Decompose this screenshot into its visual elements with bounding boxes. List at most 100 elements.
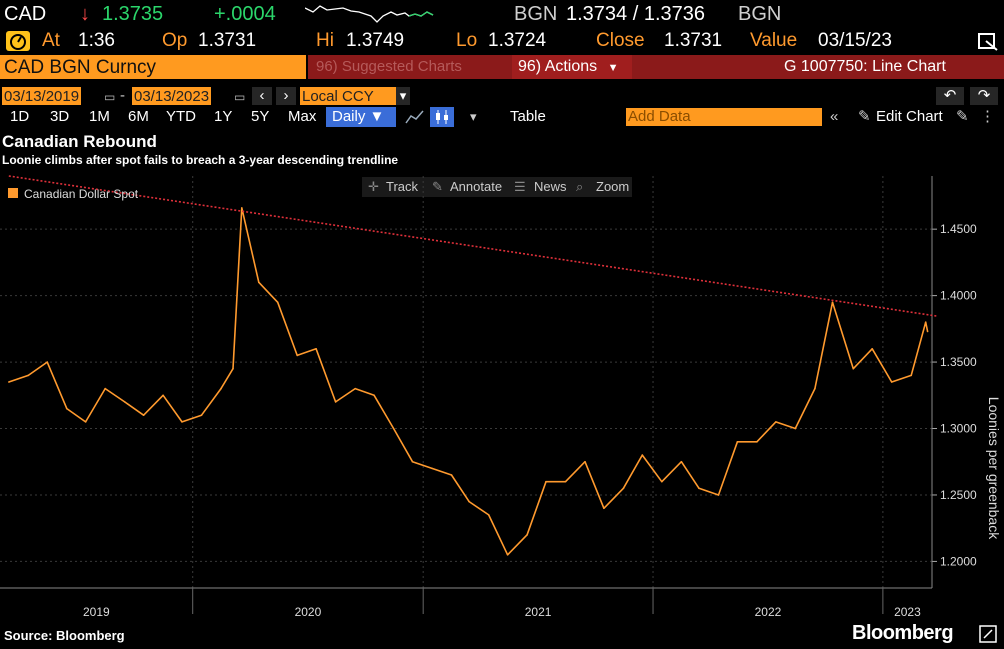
chevron-down-icon[interactable]: ▾	[470, 109, 477, 124]
period-ytd[interactable]: YTD	[166, 108, 196, 125]
actions-label: 96) Actions	[518, 58, 598, 75]
pencil-icon: ✎	[858, 108, 871, 125]
previous-arrow-icon[interactable]: ‹	[252, 87, 272, 105]
y-tick-label: 1.4000	[940, 289, 977, 303]
table-button[interactable]: Table	[510, 108, 546, 125]
data-point	[641, 454, 644, 456]
period-1m[interactable]: 1M	[89, 108, 110, 125]
suggested-charts-button[interactable]: 96) Suggested Charts	[316, 58, 462, 75]
period-6m[interactable]: 6M	[128, 108, 149, 125]
calendar-icon[interactable]: ▭	[104, 90, 116, 104]
undo-icon[interactable]: ↶	[936, 87, 964, 105]
period-3d[interactable]: 3D	[50, 108, 70, 125]
settings-icon[interactable]: ✎	[956, 108, 969, 125]
y-axis: 1.2000 1.2500 1.3000 1.3500 1.4000 1.4500	[931, 176, 977, 588]
data-point	[564, 480, 567, 483]
close-label: Close	[596, 30, 645, 51]
chevron-down-icon[interactable]: ▾	[396, 87, 410, 105]
function-toolbar: CAD BGN Curncy 96) Suggested Charts 96) …	[0, 54, 1004, 80]
security-field[interactable]: CAD BGN Curncy	[0, 55, 306, 79]
ticker-symbol: CAD	[4, 3, 47, 25]
data-point	[392, 427, 395, 430]
end-date-input[interactable]: 03/13/2023	[132, 87, 212, 105]
period-max[interactable]: Max	[288, 108, 317, 125]
data-point	[487, 514, 490, 516]
data-point	[756, 441, 758, 443]
menu-bar	[308, 55, 1004, 79]
data-point	[717, 494, 720, 496]
series-line-0	[8, 207, 929, 556]
data-point	[603, 507, 605, 510]
y-tick-label: 1.4500	[940, 222, 977, 236]
high-label: Hi	[316, 30, 334, 51]
period-5y[interactable]: 5Y	[251, 108, 270, 125]
data-point	[200, 414, 203, 417]
candle-chart-icon[interactable]	[430, 107, 454, 127]
calendar-icon[interactable]: ▭	[234, 90, 246, 104]
data-point	[181, 421, 183, 423]
y-tick-label: 1.2500	[940, 488, 977, 502]
range-separator: -	[120, 87, 125, 104]
legend-swatch	[8, 188, 18, 198]
annotate-icon: ✎	[432, 179, 443, 194]
add-data-input[interactable]: Add Data	[626, 108, 822, 126]
ticker-bar: CAD ↓ 1.3735 +.0004 BGN 1.3734 / 1.3736 …	[0, 0, 1004, 28]
news-button[interactable]: News	[534, 179, 567, 194]
last-price: 1.3735	[102, 3, 164, 25]
period-1y[interactable]: 1Y	[214, 108, 233, 125]
zoom-button[interactable]: Zoom	[596, 179, 630, 194]
currency-select[interactable]: Local CCY	[300, 87, 400, 105]
data-point	[65, 407, 68, 410]
redo-icon[interactable]: ↷	[970, 87, 998, 105]
value-label: Value	[750, 30, 798, 51]
period-1d[interactable]: 1D	[10, 108, 30, 125]
track-button[interactable]: Track	[386, 179, 419, 194]
source-note: Source: Bloomberg	[4, 628, 125, 643]
x-tick-label: 2019	[83, 605, 110, 619]
print-icon[interactable]	[978, 624, 998, 644]
data-point	[258, 281, 260, 284]
data-point	[661, 480, 663, 483]
bloomberg-logo: Bloomberg	[852, 622, 954, 644]
data-point	[8, 381, 10, 383]
legend-label: Canadian Dollar Spot	[24, 187, 139, 201]
gauge-icon[interactable]	[6, 31, 30, 51]
at-label: At	[42, 30, 60, 51]
data-point	[296, 354, 299, 357]
data-point	[241, 207, 243, 209]
data-point	[545, 480, 547, 483]
more-options-icon[interactable]: ⋮	[980, 108, 995, 125]
actions-menu[interactable]: 96) Actions ▼	[512, 55, 632, 79]
data-point	[926, 330, 929, 333]
data-point	[142, 414, 145, 417]
low-value: 1.3724	[488, 30, 547, 51]
next-arrow-icon[interactable]: ›	[276, 87, 296, 105]
data-point	[84, 421, 87, 423]
zoom-icon: ⌕	[576, 179, 584, 194]
edit-chart-button[interactable]: Edit Chart	[876, 108, 943, 125]
close-value: 1.3731	[664, 30, 723, 51]
bid-source: BGN	[514, 3, 558, 25]
popout-icon[interactable]	[976, 30, 1000, 52]
collapse-icon[interactable]: «	[830, 108, 839, 125]
data-point	[450, 474, 453, 476]
at-time: 1:36	[78, 30, 115, 51]
data-point	[871, 347, 873, 350]
date-range-bar: 03/13/2019 ▭ - 03/13/2023 ▭ ‹ › Local CC…	[0, 86, 1004, 106]
data-point	[123, 401, 126, 403]
start-date-input[interactable]: 03/13/2019	[2, 87, 82, 105]
line-chart: 1.2000 1.2500 1.3000 1.3500 1.4000 1.4500 201…	[0, 175, 1002, 619]
data-point	[814, 387, 816, 390]
chart-tool-strip: ✛ Track ✎ Annotate ☰ News ⌕ Zoom	[362, 177, 632, 197]
chart-title: Canadian Rebound	[2, 132, 157, 151]
high-value: 1.3749	[346, 30, 405, 51]
annotate-button[interactable]: Annotate	[450, 179, 503, 194]
data-point	[924, 321, 927, 323]
frequency-select[interactable]: Daily ▼	[326, 107, 396, 127]
line-chart-icon[interactable]	[404, 108, 426, 126]
y-tick-label: 1.2000	[940, 554, 977, 568]
data-point	[680, 460, 683, 463]
y-tick-label: 1.3500	[940, 355, 977, 369]
low-label: Lo	[456, 30, 478, 51]
data-point	[584, 460, 586, 463]
